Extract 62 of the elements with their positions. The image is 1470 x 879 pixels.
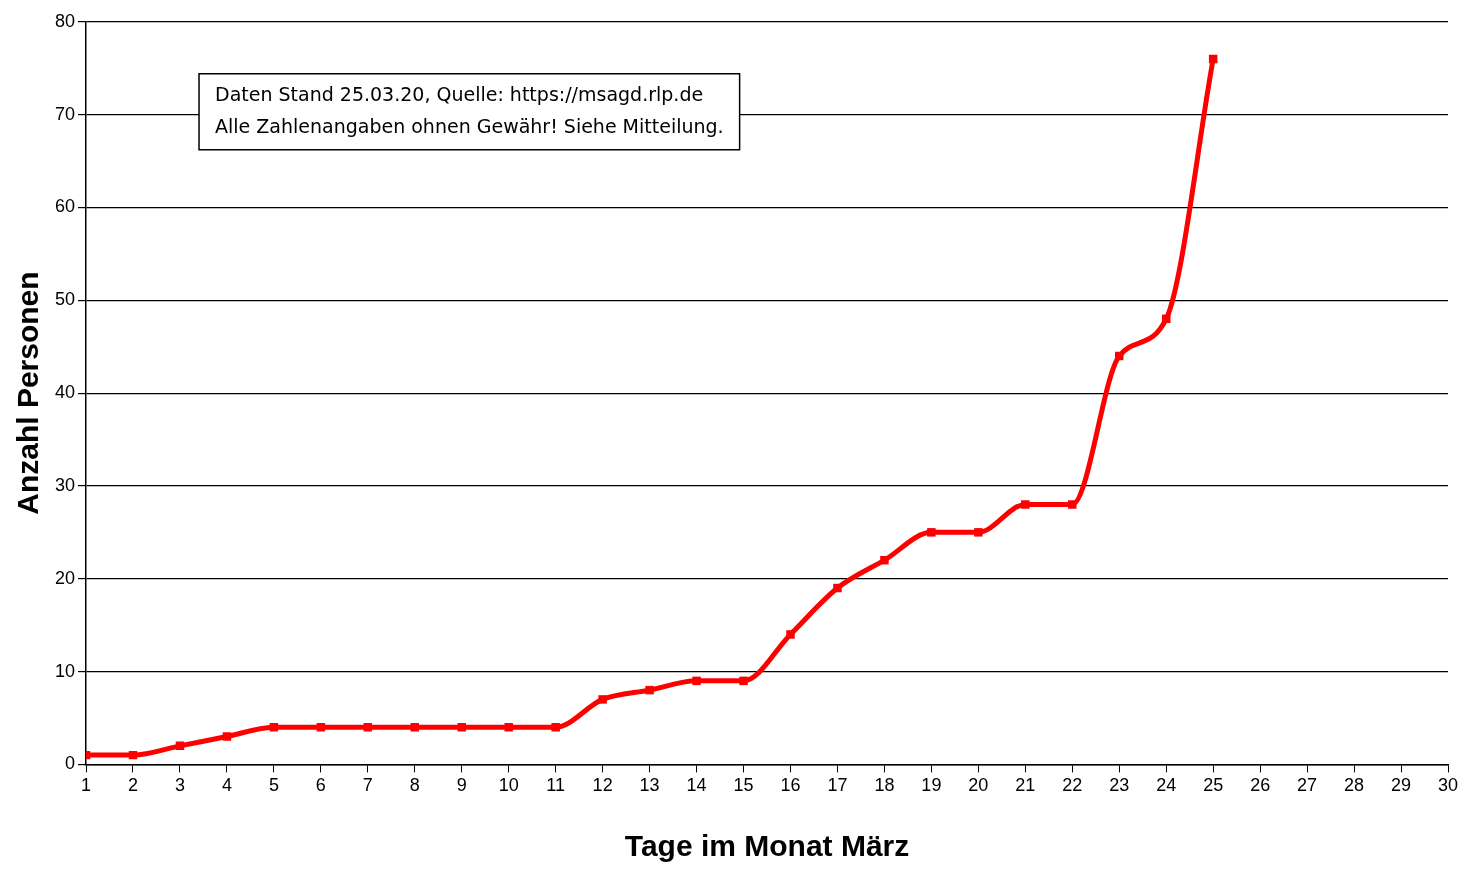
point xyxy=(927,528,936,537)
annotation: Daten Stand 25.03.20, Quelle: https://msagd.rlp.de xyxy=(215,82,704,105)
y-tick-label: 40 xyxy=(54,382,76,403)
point xyxy=(457,723,466,732)
x-tick-label: 1 xyxy=(81,775,92,796)
x-tick-label: 16 xyxy=(780,775,801,796)
x-tick-label: 24 xyxy=(1156,775,1177,796)
x-tick-label: 30 xyxy=(1437,775,1459,796)
y-axis-title: Anzahl Personen xyxy=(11,271,45,515)
y-tick-label: 50 xyxy=(54,289,76,310)
y-tick-label: 10 xyxy=(54,660,76,681)
point xyxy=(504,723,513,732)
point xyxy=(222,732,232,741)
point xyxy=(598,695,607,704)
x-tick-label: 6 xyxy=(315,775,326,796)
y-tick-label: 60 xyxy=(54,196,76,217)
point xyxy=(316,723,326,732)
x-tick-label: 5 xyxy=(268,775,279,796)
x-tick-label: 26 xyxy=(1250,775,1271,796)
y-tick-label: 20 xyxy=(54,567,76,588)
point xyxy=(410,723,420,732)
x-tick-label: 8 xyxy=(409,775,420,796)
x-tick-label: 7 xyxy=(362,775,373,796)
x-tick-label: 28 xyxy=(1344,775,1365,796)
x-tick-label: 12 xyxy=(592,775,613,796)
annotation: Alle Zahlenangaben ohnen Gewähr! Siehe Mitteilung. xyxy=(215,114,724,137)
x-tick-label: 3 xyxy=(174,775,185,796)
x-tick-label: 9 xyxy=(456,775,467,796)
x-tick-label: 21 xyxy=(1015,775,1036,796)
x-tick-label: 29 xyxy=(1391,775,1412,796)
x-tick-label: 2 xyxy=(127,775,138,796)
x-tick-label: 4 xyxy=(221,775,232,796)
x-tick-label: 10 xyxy=(498,775,519,796)
x-tick-label: 14 xyxy=(686,775,707,796)
x-tick-label: 13 xyxy=(639,775,660,796)
point xyxy=(1068,500,1077,509)
point xyxy=(786,630,795,639)
point xyxy=(1021,500,1030,509)
x-axis-title: Tage im Monat März xyxy=(624,829,910,863)
y-tick-label: 0 xyxy=(65,753,76,774)
x-tick-label: 20 xyxy=(968,775,989,796)
x-tick-label: 11 xyxy=(546,775,566,796)
y-tick-label: 30 xyxy=(54,474,76,495)
x-tick-label: 25 xyxy=(1203,775,1224,796)
x-tick-label: 22 xyxy=(1062,775,1083,796)
point xyxy=(974,528,983,537)
x-tick-label: 19 xyxy=(921,775,942,796)
point xyxy=(551,723,560,732)
x-tick-label: 18 xyxy=(874,775,895,796)
x-tick-label: 23 xyxy=(1109,775,1130,796)
x-tick-label: 15 xyxy=(733,775,754,796)
point xyxy=(269,723,279,732)
y-tick-label: 80 xyxy=(54,10,76,31)
x-tick-label: 17 xyxy=(827,775,848,796)
point xyxy=(692,676,701,686)
point xyxy=(363,723,373,732)
x-tick-label: 27 xyxy=(1297,775,1318,796)
point xyxy=(833,583,842,593)
point xyxy=(880,555,889,565)
point xyxy=(645,685,654,695)
point xyxy=(739,676,748,686)
y-tick-label: 70 xyxy=(54,103,76,124)
